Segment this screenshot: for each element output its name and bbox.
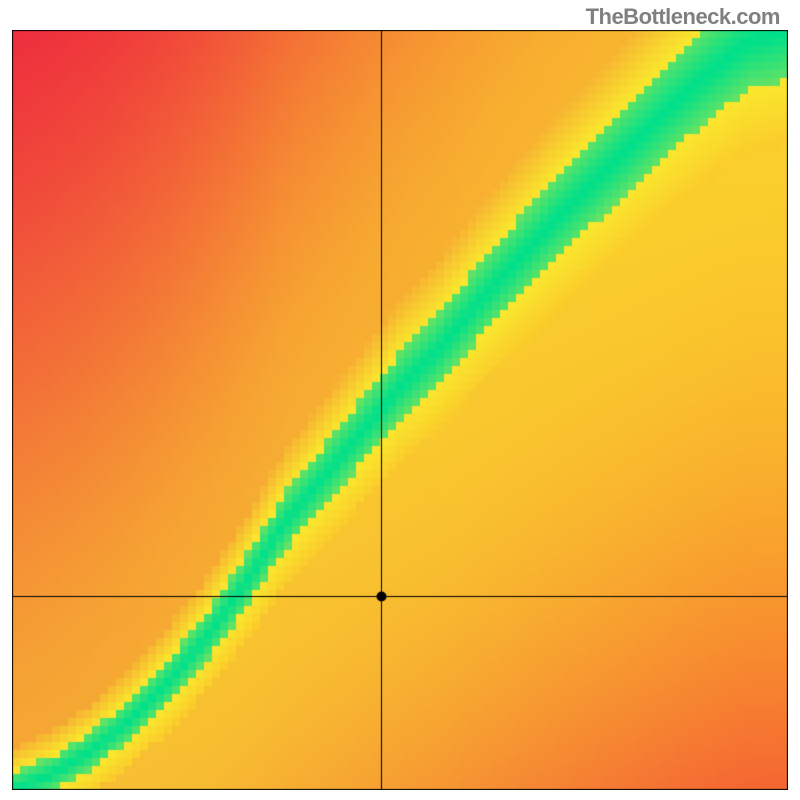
chart-container: TheBottleneck.com [0, 0, 800, 800]
source-label: TheBottleneck.com [586, 4, 780, 30]
bottleneck-heatmap [12, 30, 788, 790]
